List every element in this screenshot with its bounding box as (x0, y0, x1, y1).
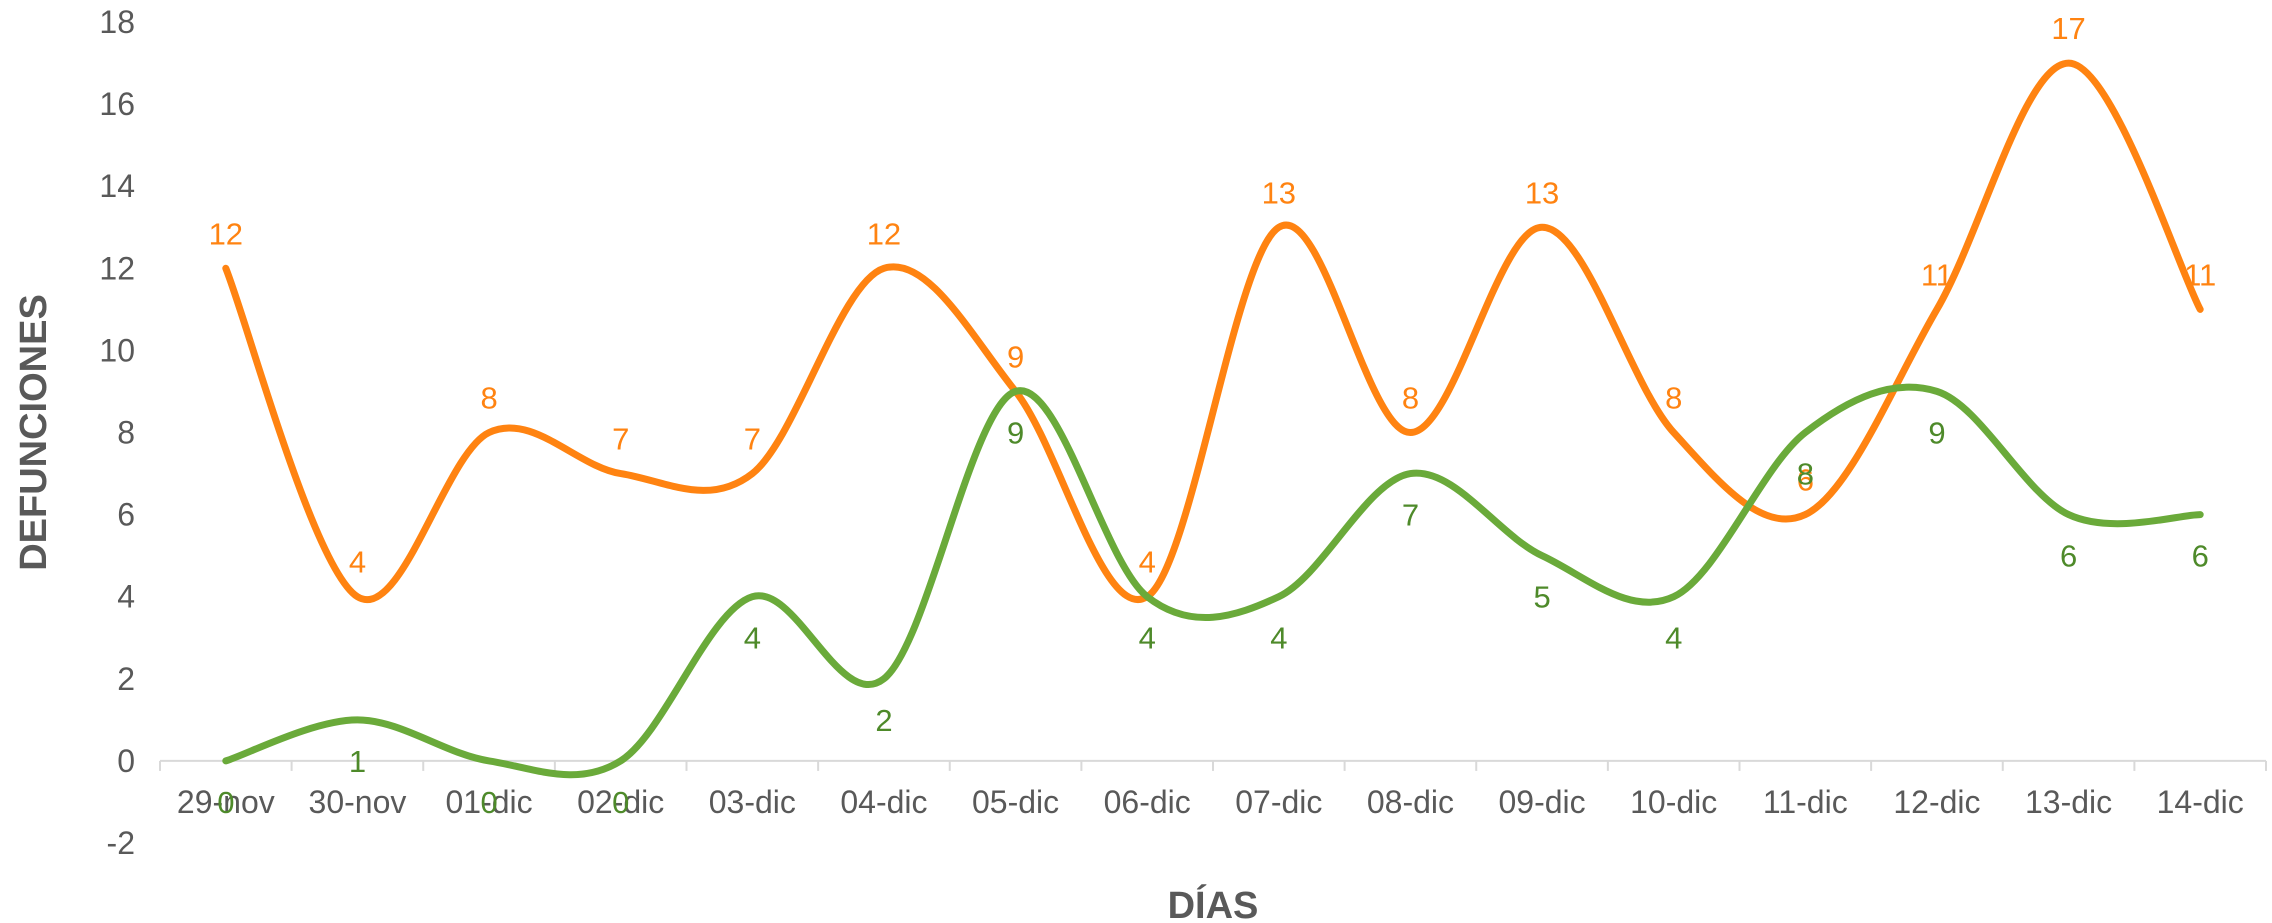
data-label: 8 (1402, 381, 1419, 416)
x-tick-label: 12-dic (1893, 784, 1980, 820)
data-label: 12 (867, 216, 901, 251)
y-tick-label: 16 (99, 86, 135, 122)
x-tick-label: 08-dic (1367, 784, 1454, 820)
data-label: 4 (744, 621, 761, 656)
series-line-2 (222, 383, 2204, 779)
series-lines (222, 59, 2204, 779)
data-label: 13 (1262, 175, 1296, 210)
x-tick-label: 06-dic (1104, 784, 1191, 820)
data-label: 4 (1139, 621, 1156, 656)
data-label: 12 (209, 216, 243, 251)
x-tick-label: 30-nov (309, 784, 407, 820)
data-label: 6 (2060, 539, 2077, 574)
series-line-1 (222, 59, 2204, 604)
data-label: 0 (480, 785, 497, 820)
data-label: 17 (2051, 11, 2085, 46)
y-tick-label: 12 (99, 250, 135, 286)
data-label: 7 (744, 422, 761, 457)
data-label: 7 (612, 422, 629, 457)
data-label: 4 (349, 545, 366, 580)
x-tick-label: 14-dic (2157, 784, 2244, 820)
x-tick-label: 01-dic (445, 784, 532, 820)
data-label: 5 (1533, 580, 1550, 615)
x-tick-label: 04-dic (840, 784, 927, 820)
data-label: 8 (1665, 381, 1682, 416)
x-tick-label: 11-dic (1763, 784, 1848, 820)
data-label: 4 (1270, 621, 1287, 656)
y-tick-label: 0 (117, 743, 135, 779)
x-axis-title: DÍAS (1168, 883, 1259, 923)
data-label: 4 (1665, 621, 1682, 656)
x-tick-label: 29-nov (177, 784, 275, 820)
data-label: 8 (1797, 457, 1814, 492)
data-label: 0 (217, 785, 234, 820)
y-tick-label: 4 (117, 579, 135, 615)
x-tick-label: 03-dic (709, 784, 796, 820)
x-axis-ticks: 29-nov 30-nov 01-dic 02-dic 03-dic 04-dic 05-d… (159, 760, 2267, 820)
data-label: 6 (1797, 463, 1814, 498)
y-tick-label: 14 (99, 168, 135, 204)
y-axis-ticks: -2 0 2 4 6 8 10 12 14 16 18 (99, 4, 135, 861)
x-tick-label: 10-dic (1630, 784, 1717, 820)
y-tick-label: -2 (107, 825, 135, 861)
data-label: 0 (612, 785, 629, 820)
y-tick-label: 6 (117, 497, 135, 533)
data-label: 13 (1525, 175, 1559, 210)
y-tick-label: 18 (99, 4, 135, 40)
data-label: 11 (2184, 257, 2216, 292)
data-label: 4 (1139, 545, 1156, 580)
data-label: 11 (1921, 257, 1953, 292)
x-tick-label: 02-dic (577, 784, 664, 820)
data-label: 2 (875, 703, 892, 738)
data-label: 9 (1007, 415, 1024, 450)
data-label: 7 (1402, 498, 1419, 533)
data-label: 9 (1007, 339, 1024, 374)
y-axis-title: DEFUNCIONES (13, 294, 55, 571)
data-label: 1 (349, 744, 366, 779)
y-tick-label: 10 (99, 332, 135, 368)
x-tick-label: 09-dic (1498, 784, 1585, 820)
x-tick-label: 05-dic (972, 784, 1059, 820)
x-tick-label: 13-dic (2025, 784, 2112, 820)
y-tick-label: 2 (117, 661, 135, 697)
data-label: 9 (1928, 415, 1945, 450)
data-label: 6 (2192, 539, 2209, 574)
x-tick-label: 07-dic (1235, 784, 1322, 820)
data-label: 8 (480, 381, 497, 416)
y-tick-label: 8 (117, 415, 135, 451)
